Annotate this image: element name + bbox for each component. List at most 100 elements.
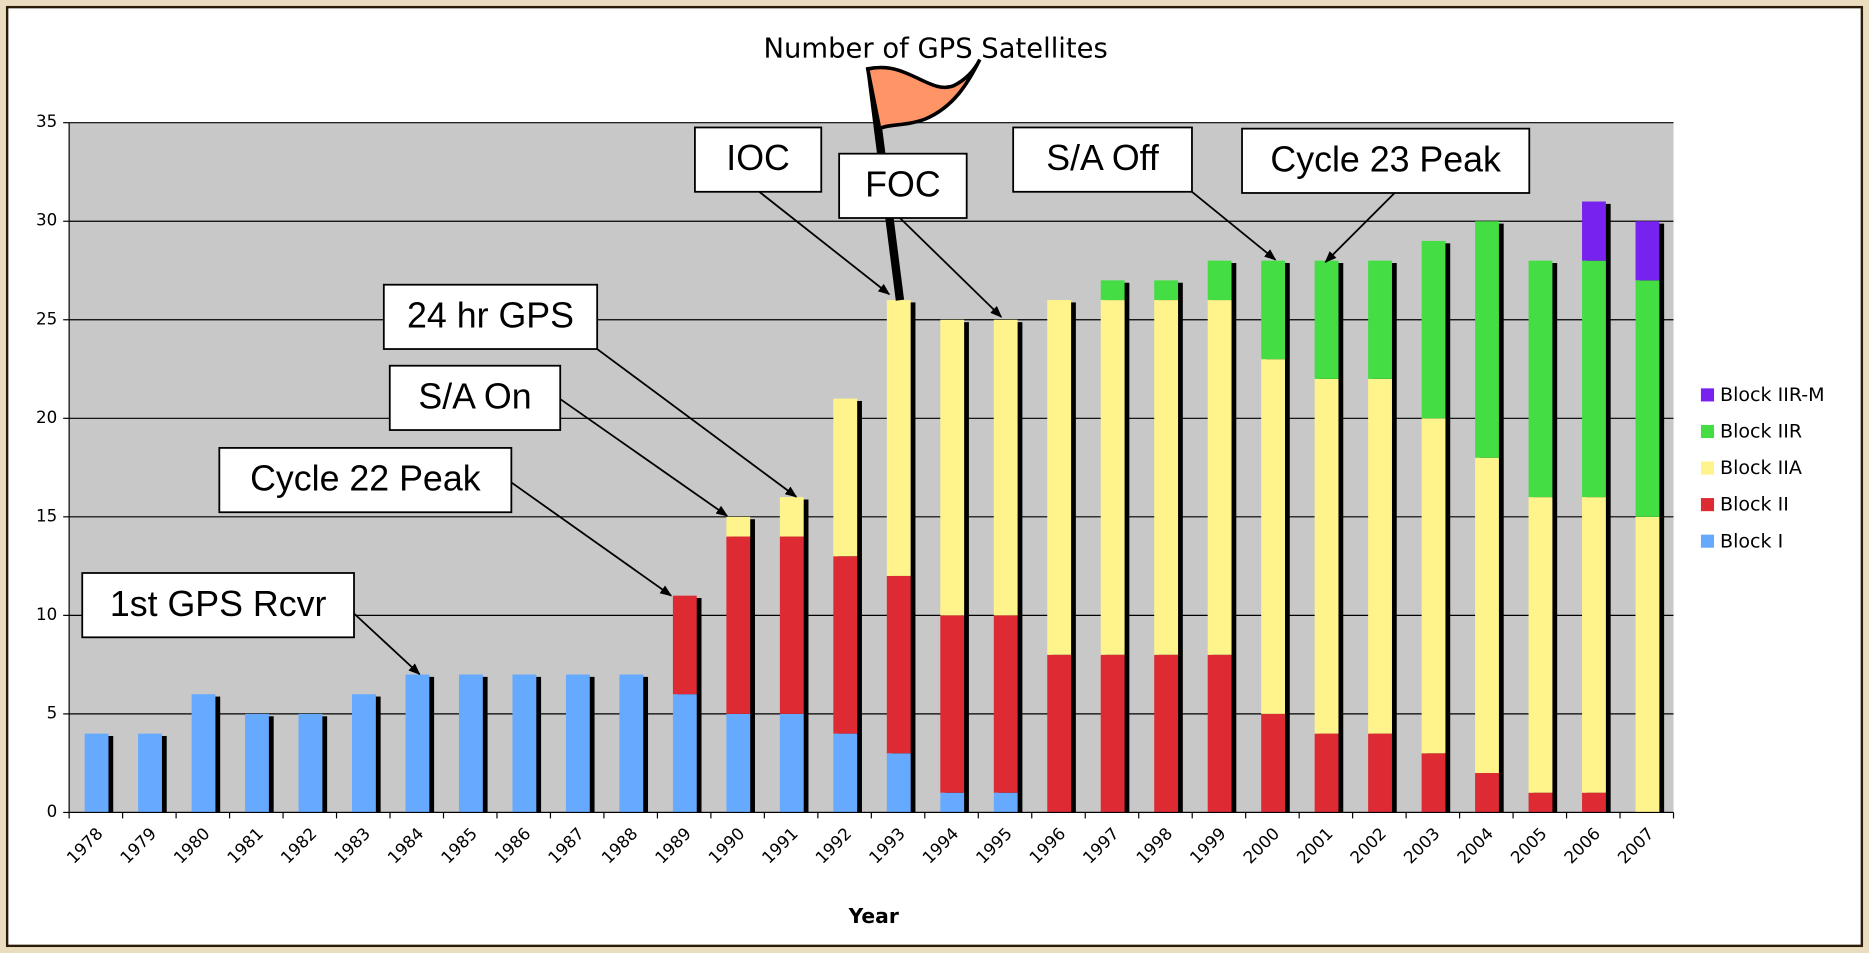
y-tick-label: 25	[36, 309, 57, 328]
annotation-label: IOC	[726, 138, 790, 178]
bar-segment	[1528, 260, 1553, 498]
annotation-box	[388, 364, 562, 431]
bar-segment	[1314, 733, 1339, 813]
bar-segment	[565, 674, 590, 813]
bar-segment	[779, 536, 804, 714]
bar-segment	[1154, 654, 1179, 813]
bar-segment	[1582, 497, 1606, 793]
bar-segment	[1100, 280, 1125, 301]
legend-label: Block I	[1720, 530, 1783, 552]
bar-segment	[619, 674, 644, 813]
bar-segment	[1207, 654, 1232, 813]
bar-segment	[833, 398, 858, 557]
annotation-box	[81, 572, 355, 639]
annotation-arrow	[1324, 192, 1396, 263]
chart-title: Number of GPS Satellites	[764, 34, 1108, 65]
bar-segment	[1475, 457, 1499, 774]
legend-swatch	[1700, 388, 1715, 402]
legend: Block I Block II Block IIA Block IIR Block I…	[1700, 384, 1825, 552]
bar-segment	[1261, 260, 1286, 360]
bar-segment	[298, 713, 323, 813]
annotation-box	[382, 283, 599, 350]
bar-segment	[1207, 300, 1232, 655]
bar-segment	[1207, 260, 1232, 301]
bar-segment	[993, 319, 1018, 616]
bar-segment	[726, 516, 751, 537]
bar-segment	[726, 536, 751, 714]
bar-segment	[886, 575, 911, 754]
bar-segment	[1154, 280, 1179, 301]
y-tick-label: 0	[47, 802, 58, 821]
legend-swatch	[1700, 461, 1715, 475]
bar-segment	[138, 733, 162, 813]
bar-segment	[1421, 418, 1446, 754]
bar-segment	[1475, 221, 1499, 458]
annotations: 1st GPS Rcvr Cycle 22 Peak S/A On 24 hr GPS…	[81, 126, 1531, 676]
bar-segment	[726, 713, 751, 813]
annotation-box	[218, 447, 513, 514]
bar-segment	[940, 319, 965, 616]
bar-segment	[779, 713, 804, 813]
legend-label: Block IIR	[1720, 421, 1802, 443]
legend-swatch	[1700, 534, 1715, 548]
annotation-label: S/A On	[418, 377, 531, 417]
bar-segment	[84, 733, 109, 813]
bar-segment	[1582, 201, 1606, 261]
y-tick-label: 5	[47, 703, 58, 722]
bar-segment	[245, 713, 269, 813]
bar-segment	[886, 300, 911, 576]
annotation-arrow	[596, 348, 798, 498]
bar-segment	[1314, 378, 1339, 734]
bar-segment	[1100, 654, 1125, 813]
annotation-arrow	[758, 191, 891, 295]
bar-segment	[1047, 300, 1072, 655]
annotation-label: Cycle 23 Peak	[1270, 139, 1501, 179]
annotation-label: Cycle 22 Peak	[250, 459, 481, 499]
bar-segment	[940, 615, 965, 793]
bar-segment	[833, 733, 858, 813]
bar-segment	[1368, 260, 1392, 379]
bar-segment	[1261, 359, 1286, 714]
annotation-arrow	[1191, 191, 1277, 261]
annotation-arrow	[559, 398, 729, 517]
annotation-arrow	[510, 481, 673, 597]
annotation-label: 24 hr GPS	[407, 296, 574, 336]
bar-segment	[405, 674, 430, 813]
bars	[84, 201, 1665, 813]
bar-segment	[512, 674, 537, 813]
y-tick-label: 20	[36, 408, 57, 427]
bar-segment	[940, 792, 965, 813]
bar-segment	[1314, 260, 1339, 379]
bar-segment	[672, 694, 697, 813]
bar-segment	[1368, 378, 1392, 734]
annotation-arrow	[353, 612, 421, 676]
bar-segment	[1154, 300, 1179, 655]
y-tick-label: 35	[36, 112, 57, 131]
annotation-arrow	[899, 217, 1003, 318]
bar-segment	[1635, 280, 1660, 517]
bar-segment	[458, 674, 483, 813]
grid	[69, 122, 1674, 814]
bar-segment	[779, 497, 804, 537]
bar-segment	[1528, 792, 1553, 813]
annotation-label: 1st GPS Rcvr	[110, 584, 327, 624]
bar-segment	[1047, 654, 1072, 813]
bar-segment	[833, 556, 858, 734]
annotation-box	[1012, 126, 1193, 193]
bar-segment	[1635, 221, 1660, 281]
bar-segment	[1421, 753, 1446, 813]
bar-segment	[1421, 240, 1446, 419]
legend-swatch	[1700, 498, 1715, 512]
y-tick-label: 30	[36, 211, 57, 230]
legend-label: Block II	[1720, 494, 1789, 516]
bar-segment	[1368, 733, 1392, 813]
bar-segment	[1261, 713, 1286, 813]
annotation-box	[1241, 127, 1531, 194]
bar-segment	[352, 694, 376, 813]
legend-label: Block IIR-M	[1720, 384, 1825, 406]
bar-segment	[1528, 497, 1553, 793]
x-axis-title: Year	[848, 904, 899, 928]
flag-cloth	[865, 58, 982, 132]
annotation-label: S/A Off	[1046, 138, 1159, 178]
bar-segment	[886, 753, 911, 813]
